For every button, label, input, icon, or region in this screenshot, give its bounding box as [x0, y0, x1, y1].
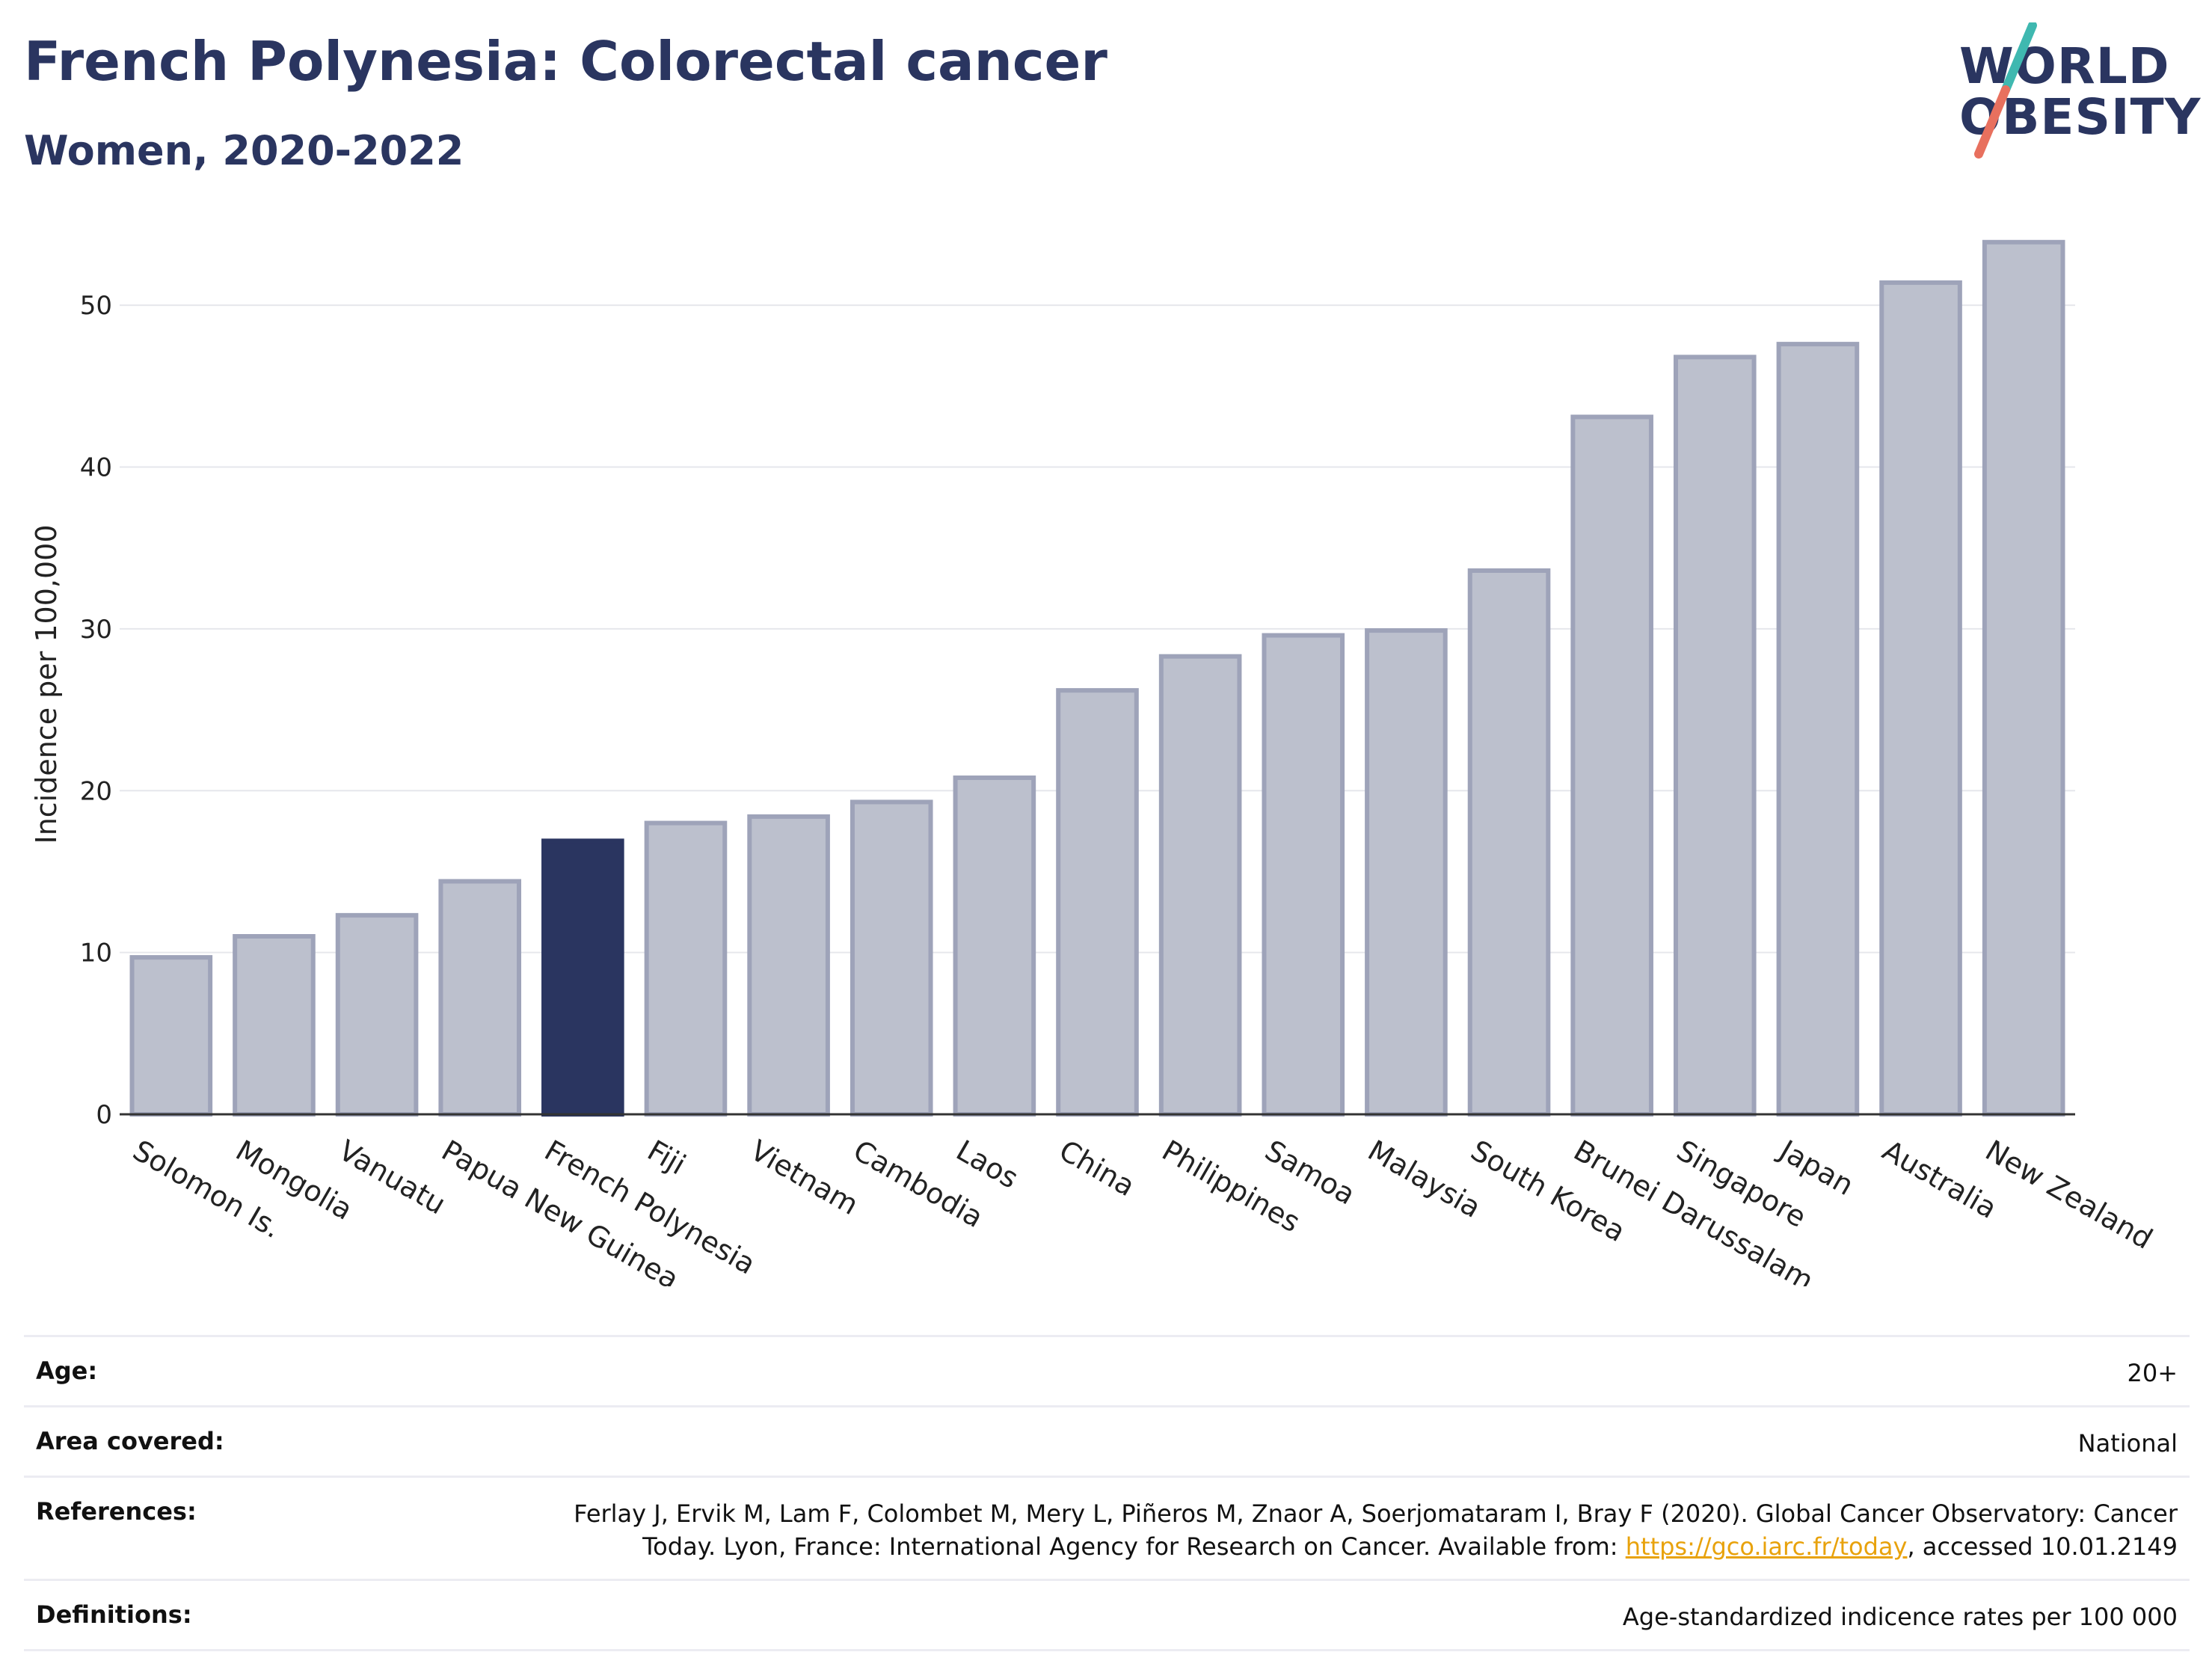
- logo-text-world: WORLD: [1959, 37, 2170, 95]
- bar-cambodia: [850, 799, 933, 1117]
- bar-fiji: [644, 820, 728, 1117]
- chart-subtitle: Women, 2020-2022: [24, 127, 464, 174]
- y-tick-label: 20: [80, 776, 112, 806]
- bar-mongolia: [233, 934, 316, 1117]
- meta-value: 20+: [2127, 1359, 2178, 1387]
- meta-value: Ferlay J, Ervik M, Lam F, Colombet M, Me…: [495, 1497, 2178, 1565]
- bar-malaysia: [1365, 628, 1448, 1117]
- meta-value: National: [2077, 1428, 2178, 1458]
- bar-papua-new-guinea: [438, 879, 522, 1117]
- meta-key: Age:: [36, 1357, 98, 1385]
- x-tick-label: Vietnam: [745, 1134, 864, 1221]
- bar-japan: [1776, 342, 1860, 1117]
- meta-value: Age-standardized indicence rates per 100…: [1622, 1603, 2178, 1632]
- meta-row-area: Area covered: National: [24, 1404, 2190, 1476]
- meta-key: References:: [36, 1496, 197, 1526]
- bar-brunei-darussalam: [1570, 414, 1653, 1117]
- meta-row-definitions: Definitions: Age-standardized indicence …: [24, 1579, 2190, 1651]
- x-tick-label: Australia: [1877, 1134, 2003, 1225]
- reference-link[interactable]: https://gco.iarc.fr/today: [1625, 1532, 1908, 1562]
- bar-vietnam: [747, 814, 830, 1117]
- metadata-table: Age: 20+ Area covered: National Referenc…: [24, 1335, 2190, 1651]
- x-tick-label: Fiji: [642, 1134, 691, 1181]
- meta-row-references: References: Ferlay J, Ervik M, Lam F, Co…: [24, 1475, 2190, 1579]
- bar-french-polynesia: [541, 838, 624, 1117]
- y-tick-label: 50: [80, 291, 112, 321]
- bar-philippines: [1158, 654, 1242, 1117]
- bars: [129, 239, 2065, 1117]
- x-tick-label: Laos: [950, 1134, 1024, 1195]
- x-tick-label: China: [1054, 1134, 1140, 1203]
- meta-key: Area covered:: [36, 1426, 224, 1455]
- bar-australia: [1879, 280, 1962, 1117]
- y-tick-label: 30: [80, 615, 112, 645]
- reference-accessed: , accessed 10.01.2149: [1907, 1532, 2178, 1562]
- bar-south-korea: [1467, 568, 1551, 1117]
- y-tick-label: 40: [80, 453, 112, 483]
- x-tick-label: Malaysia: [1362, 1134, 1487, 1224]
- bar-samoa: [1262, 633, 1345, 1117]
- world-obesity-logo: WORLD OBESITY: [1944, 22, 2200, 165]
- bar-solomon-is-: [129, 955, 213, 1117]
- bar-laos: [953, 775, 1036, 1117]
- y-axis-label: Incidence per 100,000: [30, 524, 63, 844]
- meta-row-age: Age: 20+: [24, 1335, 2190, 1405]
- logo-slash-icon: [1974, 22, 2037, 159]
- bar-new-zealand: [1982, 239, 2065, 1117]
- bar-singapore: [1673, 354, 1757, 1117]
- y-tick-label: 10: [80, 939, 112, 968]
- meta-key: Definitions:: [36, 1600, 192, 1630]
- bar-chart: 0 10 20 30 40 50 Solomon Is.MongoliaVanuatuPa…: [30, 239, 2158, 1286]
- reference-text: Ferlay J, Ervik M, Lam F, Colombet M, Me…: [574, 1499, 2178, 1562]
- x-tick-label: New Zealand: [1980, 1134, 2158, 1256]
- bar-china: [1056, 688, 1139, 1117]
- chart-title: French Polynesia: Colorectal cancer: [24, 30, 1107, 93]
- bar-vanuatu: [335, 912, 419, 1117]
- y-axis-ticks: 0 10 20 30 40 50: [80, 291, 112, 1130]
- y-tick-label: 0: [96, 1100, 112, 1130]
